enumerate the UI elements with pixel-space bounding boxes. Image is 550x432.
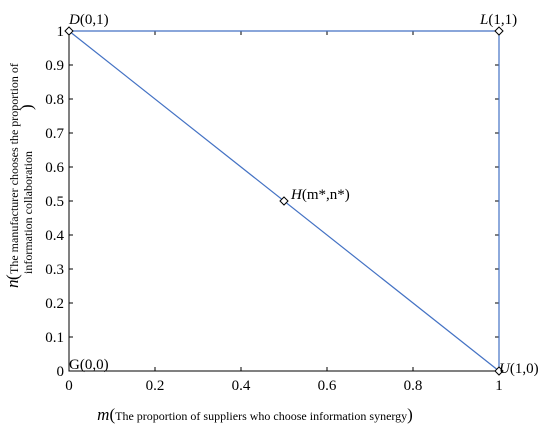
x-tick-label: 1	[495, 378, 503, 394]
y-tick-label: 0.2	[45, 296, 64, 312]
x-tick-label: 0.4	[232, 378, 251, 394]
point-labels: D(0,1) L(1,1) H(m*,n*) U(1,0) G(0,0)	[68, 12, 539, 377]
point-marker-U	[494, 366, 504, 376]
point-label-name: H	[290, 187, 303, 203]
point-label-L: L(1,1)	[479, 12, 517, 28]
point-label-D: D(0,1)	[68, 12, 109, 28]
y-axis-line1: The manufacturer chooses the proportion …	[7, 63, 21, 274]
marker-layer	[64, 26, 504, 376]
point-label-coords: (1,1)	[488, 12, 517, 28]
x-tick-label: 0.2	[146, 378, 165, 394]
point-label-coords: (m*,n*)	[302, 187, 350, 203]
x-axis-label: m(The proportion of suppliers who choose…	[97, 405, 413, 424]
y-axis-close-paren: )	[17, 104, 36, 110]
x-axis-open-paren: (	[109, 405, 115, 424]
y-axis-symbol: n	[3, 280, 22, 289]
y-axis-open-paren: (	[3, 274, 22, 280]
y-tick-label: 1	[57, 24, 65, 40]
point-label-U: U(1,0)	[499, 361, 539, 377]
x-tick-label: 0.6	[318, 378, 337, 394]
y-tick-label: 0.8	[45, 92, 64, 108]
x-axis-symbol: m	[97, 405, 109, 424]
y-tick-label: 0.3	[45, 262, 64, 278]
y-axis-line2: information collaboration	[21, 151, 35, 274]
point-label-name: L	[479, 12, 488, 28]
point-marker-H	[279, 196, 289, 206]
point-label-coords: (1,0)	[510, 361, 539, 377]
point-label-coords: (0,1)	[80, 12, 109, 28]
y-tick-label: 0.1	[45, 330, 64, 346]
point-label-coords: (0,0)	[80, 357, 109, 373]
y-tick-label: 0.9	[45, 58, 64, 74]
point-label-H: H(m*,n*)	[290, 187, 350, 203]
y-tick-label: 0.7	[45, 126, 64, 142]
y-tick-label: 0.4	[45, 228, 64, 244]
x-tick-label: 0.8	[404, 378, 423, 394]
y-tick-label: 0	[57, 364, 65, 380]
x-axis-close-paren: )	[407, 405, 413, 424]
x-tick-label: 0	[65, 378, 73, 394]
point-label-G: G(0,0)	[69, 357, 109, 373]
x-axis-description: The proportion of suppliers who choose i…	[115, 409, 407, 423]
point-marker-D	[64, 26, 74, 36]
point-label-name: G	[69, 357, 80, 373]
y-tick-labels: 0 0.1 0.2 0.3 0.4 0.5 0.6 0.7 0.8 0.9 1	[45, 24, 64, 380]
x-tick-labels: 0 0.2 0.4 0.6 0.8 1	[65, 378, 503, 394]
y-tick-label: 0.5	[45, 194, 64, 210]
point-label-name: D	[68, 12, 80, 28]
y-axis-label: n ( The manufacturer chooses the proport…	[3, 63, 36, 288]
point-label-name: U	[499, 361, 511, 377]
point-marker-L	[494, 26, 504, 36]
y-tick-label: 0.6	[45, 160, 64, 176]
